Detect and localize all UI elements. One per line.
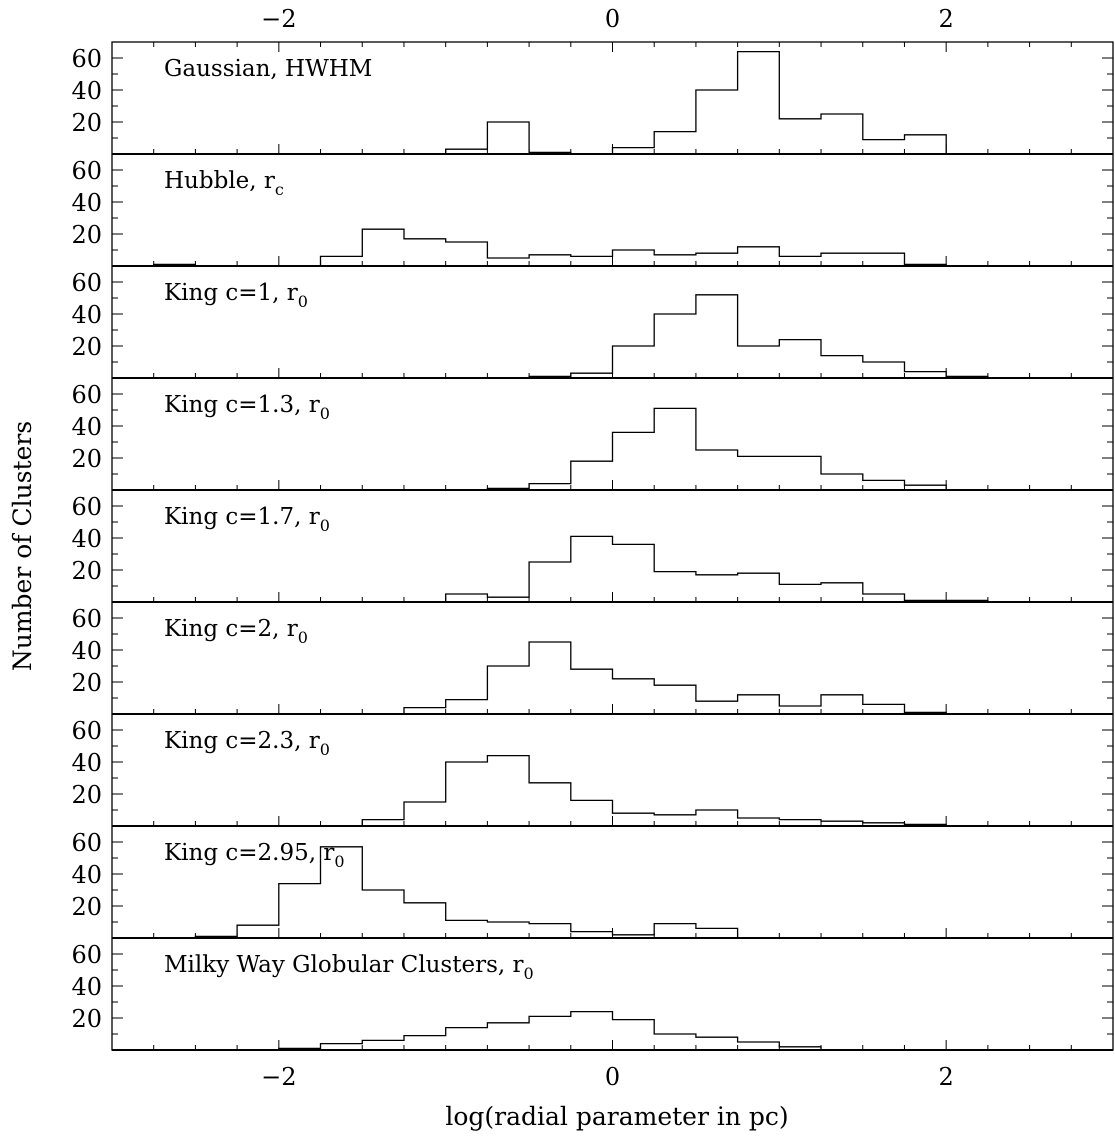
x-tick-label-top: −2: [261, 5, 296, 33]
x-tick-label-top: 0: [605, 5, 620, 33]
panel-label-subscript: 0: [298, 628, 308, 647]
histogram-line: [445, 535, 989, 602]
x-tick-label-top: 2: [939, 5, 954, 33]
panel-label: King c=1, r0: [164, 280, 308, 311]
y-axis-title: Number of Clusters: [8, 421, 37, 671]
panel-label: King c=2.95, r0: [164, 840, 345, 871]
y-tick-label: 40: [71, 301, 102, 329]
y-tick-label: 60: [71, 941, 102, 969]
y-tick-label: 20: [71, 669, 102, 697]
panel-label: King c=1.3, r0: [164, 392, 330, 423]
y-tick-label: 60: [71, 493, 102, 521]
histogram-line: [445, 50, 947, 154]
y-tick-label: 40: [71, 861, 102, 889]
panel-label: Hubble, rc: [164, 168, 284, 199]
y-tick-label: 20: [71, 221, 102, 249]
y-tick-label: 60: [71, 605, 102, 633]
y-tick-label: 40: [71, 525, 102, 553]
y-tick-label: 60: [71, 157, 102, 185]
y-tick-label: 40: [71, 77, 102, 105]
panel-label-subscript: c: [275, 180, 284, 199]
histogram-line: [153, 228, 947, 266]
x-tick-label-bottom: 0: [605, 1063, 620, 1091]
y-tick-label: 40: [71, 413, 102, 441]
x-axis-title: log(radial parameter in pc): [445, 1102, 788, 1131]
y-tick-label: 60: [71, 269, 102, 297]
y-tick-label: 20: [71, 893, 102, 921]
y-tick-label: 40: [71, 637, 102, 665]
y-tick-label: 20: [71, 333, 102, 361]
y-tick-label: 60: [71, 381, 102, 409]
panel-labels: Gaussian, HWHM Hubble, rc King c=1, r0 King…: [164, 56, 534, 983]
y-tick-label: 40: [71, 973, 102, 1001]
y-tick-label: 60: [71, 45, 102, 73]
histogram-line: [403, 641, 947, 714]
panel-label-subscript: 0: [320, 404, 330, 423]
axis-ticks: [112, 42, 1113, 1050]
x-tick-label-bottom: 2: [939, 1063, 954, 1091]
panel-label: Milky Way Globular Clusters, r0: [164, 952, 534, 983]
y-tick-label: 60: [71, 829, 102, 857]
histogram-line: [278, 1010, 822, 1050]
histogram-line: [194, 846, 739, 938]
x-tick-label-bottom: −2: [261, 1063, 296, 1091]
histogram-line: [528, 294, 989, 378]
panel-label-subscript: 0: [298, 292, 308, 311]
panel-label: Gaussian, HWHM: [164, 56, 372, 82]
y-tick-label: 60: [71, 717, 102, 745]
panel-label-subscript: 0: [334, 852, 344, 871]
panel-label: King c=2.3, r0: [164, 728, 330, 759]
panel-label: King c=1.7, r0: [164, 504, 330, 535]
panel-label-subscript: 0: [524, 964, 534, 983]
y-tick-label: 40: [71, 749, 102, 777]
y-tick-label: 20: [71, 1005, 102, 1033]
histogram-line: [486, 407, 947, 490]
y-tick-label: 40: [71, 189, 102, 217]
histogram-series: [153, 50, 989, 1050]
panel-label-subscript: 0: [320, 740, 330, 759]
y-tick-label: 20: [71, 109, 102, 137]
y-tick-label: 20: [71, 781, 102, 809]
panel-label-subscript: 0: [320, 516, 330, 535]
panel-label: King c=2, r0: [164, 616, 308, 647]
histogram-line: [361, 754, 947, 826]
tick-labels: 2040602040602040602040602040602040602040…: [71, 5, 953, 1091]
y-tick-label: 20: [71, 557, 102, 585]
y-tick-label: 20: [71, 445, 102, 473]
